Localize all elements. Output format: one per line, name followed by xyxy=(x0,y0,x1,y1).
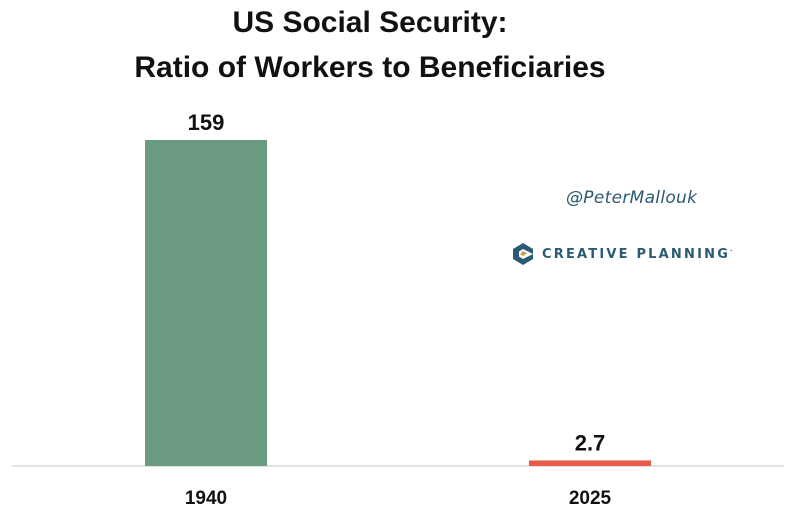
brand-trademark-dot: · xyxy=(730,247,733,255)
chart-title-line-1: US Social Security: xyxy=(232,6,508,39)
brand-name: CREATIVE PLANNING· xyxy=(542,247,732,262)
bar-2025 xyxy=(529,460,651,466)
brand-logo-lockup: CREATIVE PLANNING· xyxy=(512,240,732,268)
watermark-handle: @PeterMallouk xyxy=(566,188,698,208)
creative-planning-logo-icon xyxy=(513,243,533,265)
x-tick-label-2025: 2025 xyxy=(569,488,612,509)
bar-1940 xyxy=(145,140,267,466)
data-label-2025: 2.7 xyxy=(575,430,606,455)
data-label-1940: 159 xyxy=(188,110,225,135)
chart-title-line-2: Ratio of Workers to Beneficiaries xyxy=(134,51,606,84)
brand-name-text: CREATIVE PLANNING xyxy=(542,246,731,262)
x-tick-label-1940: 1940 xyxy=(185,488,227,509)
